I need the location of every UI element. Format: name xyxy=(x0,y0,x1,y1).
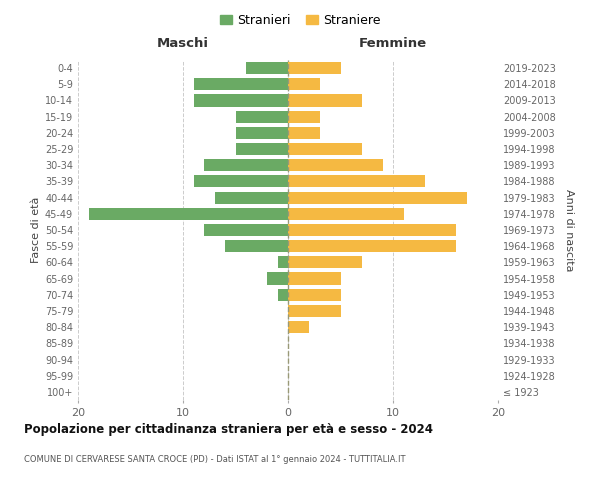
Bar xyxy=(215,192,288,203)
Bar xyxy=(288,78,320,90)
Bar xyxy=(267,272,288,284)
Bar xyxy=(288,143,361,155)
Bar xyxy=(246,62,288,74)
Bar xyxy=(288,224,456,236)
Legend: Stranieri, Straniere: Stranieri, Straniere xyxy=(215,8,386,32)
Bar xyxy=(193,176,288,188)
Y-axis label: Anni di nascita: Anni di nascita xyxy=(564,188,574,271)
Bar xyxy=(288,159,383,172)
Bar xyxy=(225,240,288,252)
Bar xyxy=(277,256,288,268)
Bar xyxy=(288,321,309,333)
Bar xyxy=(288,110,320,122)
Y-axis label: Fasce di età: Fasce di età xyxy=(31,197,41,263)
Bar xyxy=(288,192,467,203)
Text: Maschi: Maschi xyxy=(157,38,209,51)
Bar xyxy=(235,143,288,155)
Bar xyxy=(288,94,361,106)
Bar xyxy=(288,288,341,301)
Bar xyxy=(288,127,320,139)
Bar xyxy=(193,94,288,106)
Bar xyxy=(288,256,361,268)
Bar xyxy=(288,62,341,74)
Bar xyxy=(204,159,288,172)
Bar xyxy=(288,176,425,188)
Bar xyxy=(204,224,288,236)
Bar xyxy=(277,288,288,301)
Bar xyxy=(288,272,341,284)
Bar xyxy=(193,78,288,90)
Text: Popolazione per cittadinanza straniera per età e sesso - 2024: Popolazione per cittadinanza straniera p… xyxy=(24,422,433,436)
Bar xyxy=(235,127,288,139)
Bar xyxy=(288,240,456,252)
Text: COMUNE DI CERVARESE SANTA CROCE (PD) - Dati ISTAT al 1° gennaio 2024 - TUTTITALI: COMUNE DI CERVARESE SANTA CROCE (PD) - D… xyxy=(24,455,406,464)
Text: Femmine: Femmine xyxy=(359,38,427,51)
Bar xyxy=(235,110,288,122)
Bar xyxy=(288,208,404,220)
Bar xyxy=(288,305,341,317)
Bar xyxy=(88,208,288,220)
